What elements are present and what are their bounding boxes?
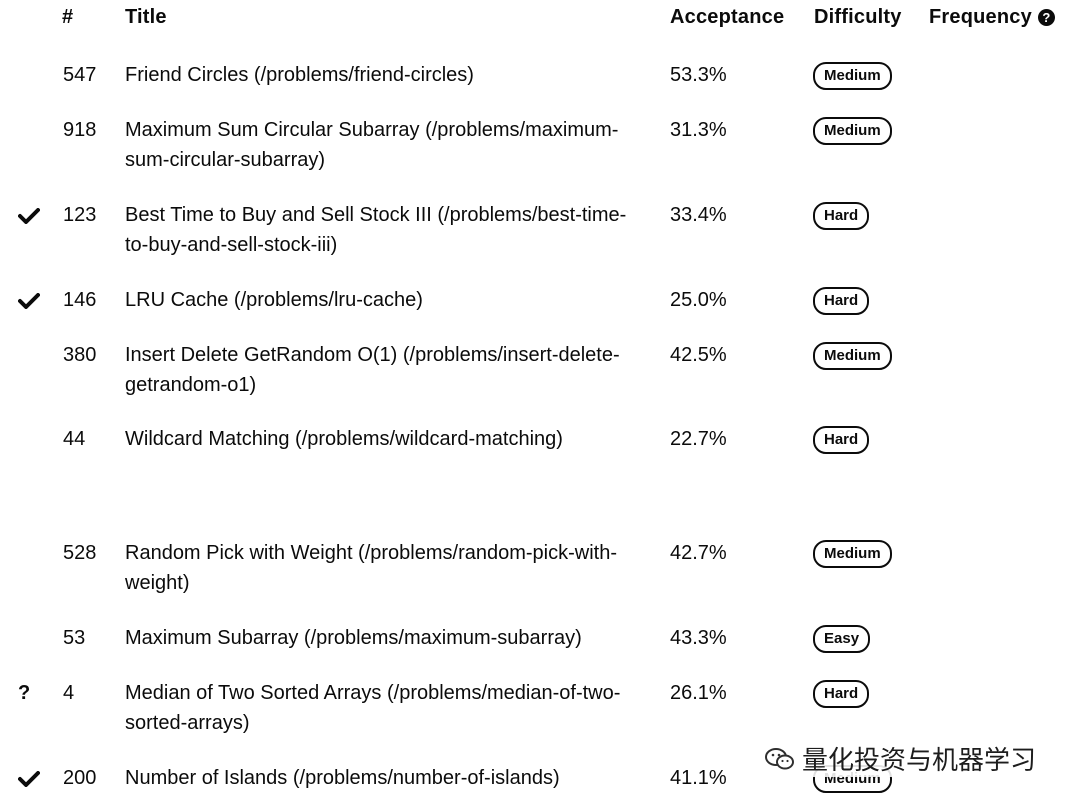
problem-title-link[interactable]: Maximum Sum Circular Subarray (/problems… [125, 119, 619, 171]
problem-title-link[interactable]: Maximum Subarray (/problems/maximum-suba… [125, 627, 582, 649]
difficulty-badge: Hard [813, 680, 870, 708]
difficulty-badge: Medium [813, 540, 892, 568]
header-difficulty[interactable]: Difficulty [814, 6, 902, 28]
header-frequency-label: Frequency [929, 6, 1032, 28]
problem-number: 380 [63, 344, 97, 366]
checkmark-icon [18, 763, 42, 793]
difficulty-badge: Medium [813, 62, 892, 90]
acceptance-rate: 41.1% [670, 767, 727, 789]
difficulty-badge: Hard [813, 202, 870, 230]
header-title[interactable]: Title [125, 6, 167, 28]
difficulty-badge: Medium [813, 117, 892, 145]
problem-title-link[interactable]: Random Pick with Weight (/problems/rando… [125, 542, 618, 594]
acceptance-rate: 26.1% [670, 682, 727, 704]
problem-number: 44 [63, 428, 86, 450]
problem-number: 200 [63, 767, 97, 789]
acceptance-rate: 25.0% [670, 289, 727, 311]
acceptance-rate: 31.3% [670, 119, 727, 141]
problem-title-link[interactable]: Median of Two Sorted Arrays (/problems/m… [125, 682, 621, 734]
status-empty [18, 538, 42, 568]
difficulty-badge: Easy [813, 625, 871, 653]
problem-number: 146 [63, 289, 97, 311]
watermark-text: 量化投资与机器学习 [802, 746, 1037, 776]
problem-title-link[interactable]: Number of Islands (/problems/number-of-i… [125, 767, 560, 789]
problem-number: 123 [63, 204, 97, 226]
help-icon[interactable]: ? [1037, 9, 1055, 26]
question-icon: ? [18, 682, 31, 704]
problem-title-link[interactable]: Friend Circles (/problems/friend-circles… [125, 64, 474, 86]
header-acceptance[interactable]: Acceptance [670, 6, 785, 28]
checkmark-icon [18, 285, 42, 315]
status-empty [18, 340, 42, 370]
header-frequency[interactable]: Frequency ? [929, 6, 1055, 29]
problem-number: 53 [63, 627, 86, 649]
acceptance-rate: 22.7% [670, 428, 727, 450]
status-empty [18, 623, 42, 653]
problem-title-link[interactable]: Best Time to Buy and Sell Stock III (/pr… [125, 204, 627, 256]
acceptance-rate: 42.5% [670, 344, 727, 366]
acceptance-rate: 43.3% [670, 627, 727, 649]
problem-title-link[interactable]: LRU Cache (/problems/lru-cache) [125, 289, 423, 311]
problem-number: 918 [63, 119, 97, 141]
difficulty-badge: Hard [813, 287, 870, 315]
wechat-icon [765, 747, 794, 769]
problem-title-link[interactable]: Insert Delete GetRandom O(1) (/problems/… [125, 344, 620, 396]
status-empty [18, 60, 42, 90]
difficulty-badge: Hard [813, 426, 870, 454]
status-empty [18, 424, 42, 454]
acceptance-rate: 42.7% [670, 542, 727, 564]
problem-number: 4 [63, 682, 75, 704]
problem-title-link[interactable]: Wildcard Matching (/problems/wildcard-ma… [125, 428, 563, 450]
header-number[interactable]: # [62, 6, 74, 28]
problem-number: 528 [63, 542, 97, 564]
acceptance-rate: 33.4% [670, 204, 727, 226]
checkmark-icon [18, 200, 42, 230]
problem-number: 547 [63, 64, 97, 86]
status-empty [18, 115, 42, 145]
difficulty-badge: Medium [813, 342, 892, 370]
watermark: 量化投资与机器学习 [760, 740, 1041, 777]
acceptance-rate: 53.3% [670, 64, 727, 86]
